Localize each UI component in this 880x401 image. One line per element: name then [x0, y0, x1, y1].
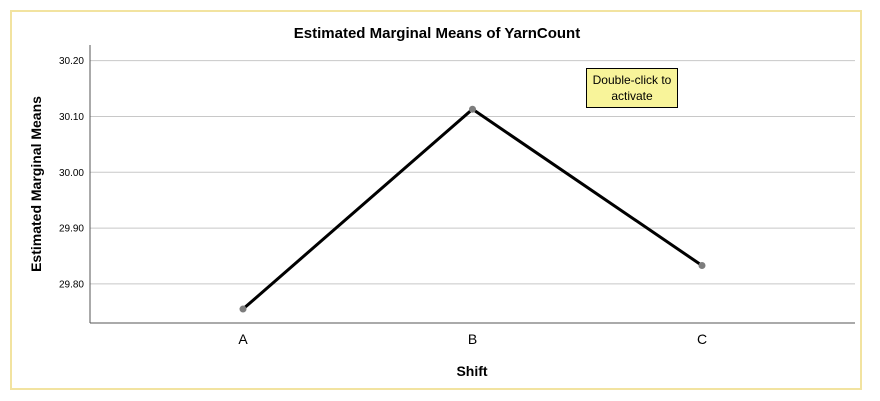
- chart-title: Estimated Marginal Means of YarnCount: [294, 25, 580, 42]
- x-axis-label: Shift: [456, 363, 487, 379]
- x-tick-label: C: [697, 331, 707, 347]
- gridlines: [90, 60, 855, 285]
- series-layer: [239, 105, 706, 313]
- y-tick-label: 30.20: [59, 56, 84, 67]
- x-tick-labels: A B C: [238, 331, 707, 347]
- axes: [89, 45, 855, 324]
- data-point-a: [239, 305, 247, 313]
- y-tick-label: 30.00: [59, 168, 84, 179]
- chart-frame[interactable]: [10, 10, 862, 390]
- tooltip-line-1: Double-click to: [592, 73, 672, 87]
- y-tick-labels: 29.80 29.90 30.00 30.10 30.20: [59, 56, 84, 290]
- y-tick-label: 29.90: [59, 224, 84, 235]
- data-point-c: [698, 262, 706, 270]
- y-tick-label: 29.80: [59, 279, 84, 290]
- x-tick-label: A: [238, 331, 248, 347]
- y-axis-label: Estimated Marginal Means: [28, 96, 44, 272]
- y-tick-label: 30.10: [59, 112, 84, 123]
- double-click-tooltip[interactable]: Double-click to activate: [586, 68, 678, 108]
- series-line: [242, 107, 703, 311]
- data-point-b: [469, 105, 476, 113]
- x-tick-label: B: [468, 331, 477, 347]
- tooltip-line-2: activate: [611, 89, 653, 103]
